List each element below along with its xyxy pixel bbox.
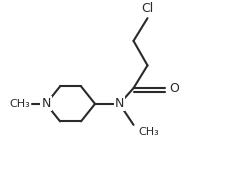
- Text: CH₃: CH₃: [138, 127, 159, 137]
- Text: N: N: [41, 97, 51, 110]
- Text: O: O: [169, 82, 179, 95]
- Text: N: N: [115, 97, 124, 110]
- Text: Cl: Cl: [141, 2, 154, 15]
- Text: CH₃: CH₃: [9, 99, 30, 109]
